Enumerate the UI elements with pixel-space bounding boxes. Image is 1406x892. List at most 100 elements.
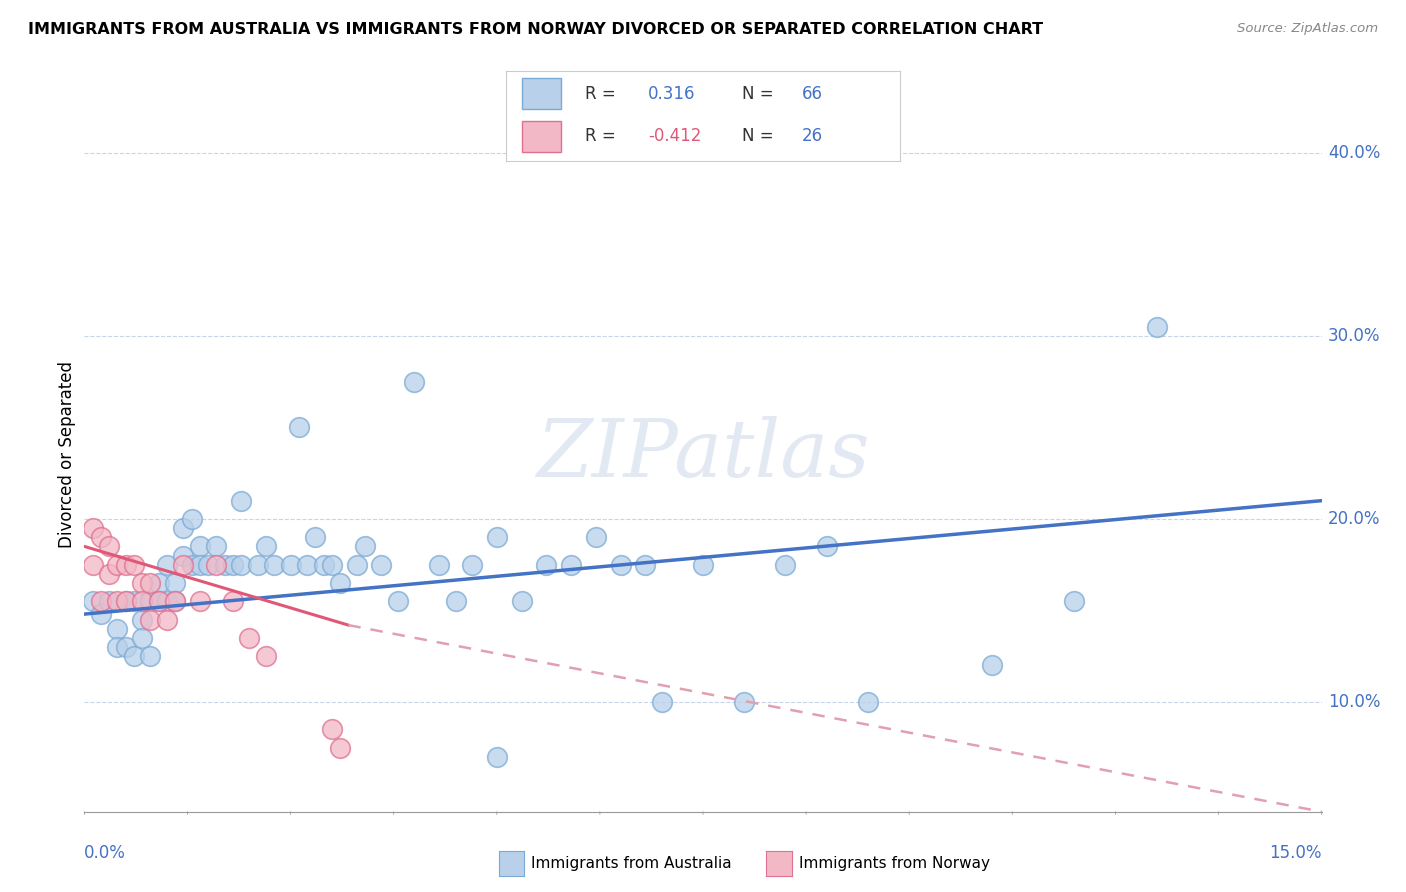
Point xyxy=(205,558,228,572)
Point xyxy=(131,576,153,591)
Text: 20.0%: 20.0% xyxy=(1327,510,1381,528)
Point xyxy=(105,594,128,608)
Point xyxy=(105,622,128,636)
FancyBboxPatch shape xyxy=(522,121,561,152)
Text: Immigrants from Australia: Immigrants from Australia xyxy=(531,856,733,871)
Point xyxy=(105,640,128,654)
Point xyxy=(131,594,153,608)
Point xyxy=(82,558,104,572)
Point xyxy=(214,558,236,572)
Point xyxy=(139,594,162,608)
Point xyxy=(815,540,838,554)
Point xyxy=(139,576,162,591)
Point xyxy=(1063,594,1085,608)
Point xyxy=(197,558,219,572)
Point xyxy=(180,512,202,526)
Point xyxy=(280,558,302,572)
Point xyxy=(321,558,343,572)
Point xyxy=(114,594,136,608)
Text: 66: 66 xyxy=(801,85,823,103)
Text: N =: N = xyxy=(742,85,779,103)
Point xyxy=(346,558,368,572)
Point xyxy=(172,558,194,572)
Point xyxy=(90,607,112,621)
Point xyxy=(156,558,179,572)
Point xyxy=(733,695,755,709)
Point xyxy=(165,576,187,591)
Point xyxy=(165,594,187,608)
Point xyxy=(387,594,409,608)
Point xyxy=(229,493,252,508)
Point xyxy=(114,640,136,654)
Text: 30.0%: 30.0% xyxy=(1327,327,1381,345)
Point xyxy=(404,375,426,389)
Y-axis label: Divorced or Separated: Divorced or Separated xyxy=(58,361,76,549)
Point xyxy=(139,649,162,664)
Point xyxy=(485,530,508,544)
Point xyxy=(114,594,136,608)
Point xyxy=(172,549,194,563)
Point xyxy=(585,530,607,544)
Text: Immigrants from Norway: Immigrants from Norway xyxy=(799,856,990,871)
Text: 26: 26 xyxy=(801,128,823,145)
Point xyxy=(90,530,112,544)
Point xyxy=(188,540,211,554)
Text: N =: N = xyxy=(742,128,779,145)
Point xyxy=(510,594,533,608)
Point xyxy=(980,658,1002,673)
Text: -0.412: -0.412 xyxy=(648,128,702,145)
FancyBboxPatch shape xyxy=(522,78,561,109)
Point xyxy=(329,576,352,591)
Point xyxy=(205,540,228,554)
Point xyxy=(139,613,162,627)
Point xyxy=(651,695,673,709)
Point xyxy=(312,558,335,572)
Point xyxy=(856,695,879,709)
Point xyxy=(114,558,136,572)
Point xyxy=(295,558,318,572)
Point xyxy=(98,540,121,554)
Point xyxy=(609,558,631,572)
Point xyxy=(82,594,104,608)
Point xyxy=(238,631,260,645)
Point xyxy=(288,420,311,434)
Point xyxy=(165,594,187,608)
Point xyxy=(148,594,170,608)
Point xyxy=(122,594,145,608)
Point xyxy=(105,558,128,572)
Point xyxy=(1146,319,1168,334)
Point xyxy=(461,558,484,572)
Text: 0.0%: 0.0% xyxy=(84,844,127,862)
Text: 15.0%: 15.0% xyxy=(1270,844,1322,862)
Text: ZIPatlas: ZIPatlas xyxy=(536,417,870,493)
Point xyxy=(172,521,194,535)
Text: 0.316: 0.316 xyxy=(648,85,696,103)
Point xyxy=(692,558,714,572)
Text: R =: R = xyxy=(585,85,621,103)
Point xyxy=(254,540,277,554)
Point xyxy=(536,558,558,572)
Point xyxy=(329,740,352,755)
Point xyxy=(156,613,179,627)
Text: R =: R = xyxy=(585,128,621,145)
Point xyxy=(229,558,252,572)
Point xyxy=(222,558,245,572)
Point xyxy=(263,558,285,572)
Point xyxy=(444,594,467,608)
Text: 40.0%: 40.0% xyxy=(1327,144,1381,162)
Point xyxy=(180,558,202,572)
Point xyxy=(188,594,211,608)
Point xyxy=(90,594,112,608)
Point xyxy=(82,521,104,535)
Point xyxy=(156,594,179,608)
Point xyxy=(148,594,170,608)
Point xyxy=(321,723,343,737)
Point xyxy=(148,576,170,591)
Point xyxy=(131,613,153,627)
Text: IMMIGRANTS FROM AUSTRALIA VS IMMIGRANTS FROM NORWAY DIVORCED OR SEPARATED CORREL: IMMIGRANTS FROM AUSTRALIA VS IMMIGRANTS … xyxy=(28,22,1043,37)
Point xyxy=(122,649,145,664)
Point xyxy=(131,631,153,645)
Point xyxy=(98,566,121,581)
Point xyxy=(370,558,392,572)
Point xyxy=(222,594,245,608)
